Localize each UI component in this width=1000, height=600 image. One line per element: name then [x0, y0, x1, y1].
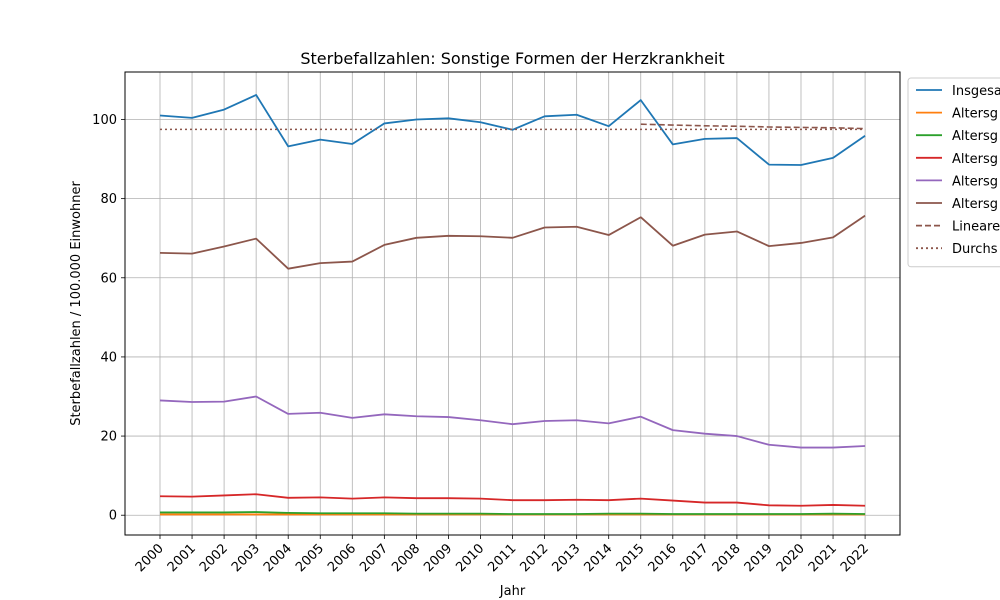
- y-tick-label: 0: [109, 509, 117, 524]
- x-tick-label: 2019: [742, 541, 776, 575]
- x-tick-label: 2007: [357, 541, 391, 575]
- ticks: 2000200120022003200420052006200720082009…: [92, 113, 872, 575]
- legend-label: Altersg: [952, 174, 998, 189]
- legend-label: Altersg: [952, 197, 998, 212]
- series-line-0: [159, 94, 866, 166]
- x-tick-label: 2003: [229, 541, 263, 575]
- x-tick-label: 2005: [293, 541, 327, 575]
- legend-label: Durchs: [952, 242, 998, 257]
- grid: [125, 72, 900, 535]
- y-axis-label: Sterbefallzahlen / 100.000 Einwohner: [69, 181, 84, 426]
- legend: Insgesa Altersg Altersg Altersg Altersg Alter…: [907, 77, 1000, 268]
- legend-label: Altersg: [952, 129, 998, 144]
- x-tick-label: 2009: [421, 541, 455, 575]
- x-tick-label: 2008: [389, 541, 423, 575]
- x-tick-label: 2000: [133, 541, 167, 575]
- legend-box: [907, 77, 1000, 268]
- x-tick-label: 2022: [838, 541, 872, 575]
- x-tick-label: 2011: [485, 541, 519, 575]
- x-tick-label: 2001: [165, 541, 199, 575]
- legend-label: Lineare: [952, 220, 1000, 235]
- x-tick-label: 2004: [261, 541, 295, 575]
- series-line-4: [159, 395, 866, 449]
- legend-label: Insgesa: [952, 84, 1000, 99]
- legend-label: Altersg: [952, 152, 998, 167]
- y-tick-label: 40: [100, 350, 117, 365]
- series-line-5: [159, 214, 866, 270]
- x-tick-label: 2006: [325, 541, 359, 575]
- series-line-2: [160, 511, 866, 515]
- x-tick-label: 2002: [197, 541, 231, 575]
- legend-label: Altersg: [952, 107, 998, 122]
- y-tick-label: 20: [100, 430, 117, 445]
- series-group: [159, 94, 866, 516]
- chart-title: Sterbefallzahlen: Sonstige Formen der He…: [300, 49, 724, 68]
- x-axis-label: Jahr: [499, 584, 526, 599]
- x-tick-label: 2013: [549, 541, 583, 575]
- x-tick-label: 2021: [806, 541, 840, 575]
- series-line-6: [640, 123, 866, 130]
- y-tick-label: 80: [100, 192, 117, 207]
- x-tick-label: 2014: [582, 541, 616, 575]
- x-tick-label: 2020: [774, 541, 808, 575]
- x-tick-label: 2015: [614, 541, 648, 575]
- y-tick-label: 60: [100, 271, 117, 286]
- series-line-3: [159, 493, 866, 507]
- x-tick-label: 2018: [710, 541, 744, 575]
- x-tick-label: 2016: [646, 541, 680, 575]
- x-tick-label: 2017: [678, 541, 712, 575]
- x-tick-label: 2012: [517, 541, 551, 575]
- x-tick-label: 2010: [453, 541, 487, 575]
- y-tick-label: 100: [92, 113, 117, 128]
